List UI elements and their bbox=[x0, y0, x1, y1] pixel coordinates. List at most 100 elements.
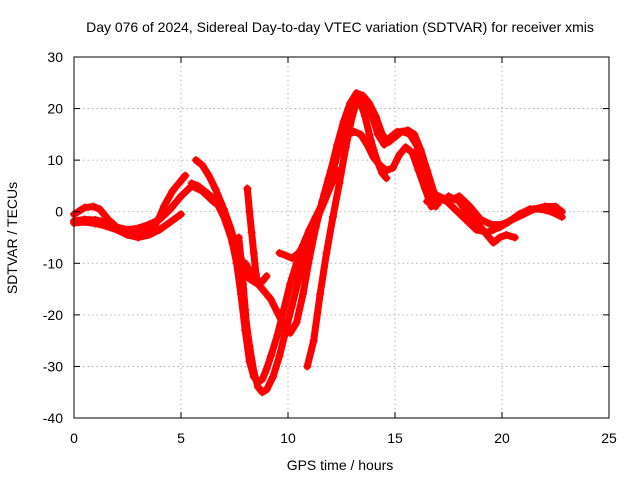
data-point-marker bbox=[301, 238, 310, 247]
data-point-marker bbox=[226, 230, 235, 239]
data-point-marker bbox=[431, 202, 440, 211]
y-axis-label: SDTVAR / TECUs bbox=[4, 182, 20, 294]
x-tick-label: 0 bbox=[70, 430, 78, 446]
data-point-marker bbox=[348, 112, 357, 121]
data-point-marker bbox=[547, 207, 556, 216]
data-point-marker bbox=[309, 336, 318, 345]
data-point-marker bbox=[262, 365, 271, 374]
data-point-marker bbox=[251, 269, 260, 278]
data-point-marker bbox=[373, 130, 382, 139]
data-point-marker bbox=[382, 174, 391, 183]
series-trace bbox=[275, 166, 341, 262]
data-point-marker bbox=[249, 248, 258, 257]
data-point-marker bbox=[504, 218, 513, 227]
data-point-marker bbox=[510, 233, 519, 242]
data-point-marker bbox=[279, 305, 288, 314]
data-point-marker bbox=[151, 220, 160, 229]
data-point-marker bbox=[187, 179, 196, 188]
data-point-marker bbox=[450, 205, 459, 214]
data-point-marker bbox=[262, 385, 271, 394]
x-tick-label: 10 bbox=[280, 430, 296, 446]
data-point-marker bbox=[254, 383, 263, 392]
data-point-marker bbox=[211, 184, 220, 193]
data-point-marker bbox=[200, 187, 209, 196]
data-point-marker bbox=[388, 163, 397, 172]
data-point-marker bbox=[423, 197, 432, 206]
plot-frame bbox=[73, 56, 610, 419]
data-point-marker bbox=[335, 179, 344, 188]
data-point-marker bbox=[219, 212, 228, 221]
data-point-marker bbox=[408, 148, 417, 157]
data-point-marker bbox=[331, 153, 340, 162]
data-point-marker bbox=[395, 150, 404, 159]
x-axis-label: GPS time / hours bbox=[287, 457, 394, 473]
data-series-track-13 bbox=[275, 166, 342, 263]
data-point-marker bbox=[495, 223, 504, 232]
data-point-marker bbox=[260, 287, 269, 296]
data-point-marker bbox=[465, 202, 474, 211]
data-point-marker bbox=[551, 202, 560, 211]
data-point-marker bbox=[363, 140, 372, 149]
data-point-marker bbox=[292, 259, 301, 268]
data-point-marker bbox=[249, 367, 258, 376]
data-point-marker bbox=[307, 225, 316, 234]
data-point-marker bbox=[294, 274, 303, 283]
y-tick-label: -20 bbox=[43, 307, 63, 323]
data-point-marker bbox=[134, 233, 143, 242]
data-point-marker bbox=[213, 199, 222, 208]
data-point-marker bbox=[557, 212, 566, 221]
data-point-marker bbox=[155, 225, 164, 234]
data-point-marker bbox=[489, 238, 498, 247]
data-point-marker bbox=[294, 248, 303, 257]
data-point-marker bbox=[266, 352, 275, 361]
data-point-marker bbox=[275, 248, 284, 257]
y-tick-label: 10 bbox=[47, 152, 63, 168]
data-point-marker bbox=[194, 181, 203, 190]
series-trace bbox=[241, 128, 435, 337]
data-point-marker bbox=[525, 205, 534, 214]
data-point-marker bbox=[279, 321, 288, 330]
data-point-marker bbox=[273, 331, 282, 340]
data-point-marker bbox=[258, 375, 267, 384]
data-point-marker bbox=[412, 140, 421, 149]
data-point-marker bbox=[465, 212, 474, 221]
data-point-marker bbox=[339, 117, 348, 126]
data-point-marker bbox=[234, 233, 243, 242]
y-tick-label: -40 bbox=[43, 410, 63, 426]
data-point-marker bbox=[399, 127, 408, 136]
data-point-marker bbox=[292, 318, 301, 327]
data-point-marker bbox=[303, 362, 312, 371]
data-point-marker bbox=[80, 218, 89, 227]
data-point-marker bbox=[333, 166, 342, 175]
data-point-marker bbox=[236, 254, 245, 263]
data-point-marker bbox=[380, 140, 389, 149]
data-point-marker bbox=[515, 210, 524, 219]
data-point-marker bbox=[382, 166, 391, 175]
data-point-marker bbox=[476, 223, 485, 232]
data-point-marker bbox=[155, 212, 164, 221]
y-tick-label: -30 bbox=[43, 358, 63, 374]
data-series-track-9 bbox=[429, 189, 566, 237]
data-point-marker bbox=[367, 109, 376, 118]
series-trace bbox=[192, 97, 390, 386]
series-layer bbox=[70, 89, 566, 397]
data-point-marker bbox=[112, 225, 121, 234]
data-point-marker bbox=[181, 171, 190, 180]
data-point-marker bbox=[313, 212, 322, 221]
data-series-track-12 bbox=[243, 184, 265, 291]
data-point-marker bbox=[243, 184, 252, 193]
data-point-marker bbox=[177, 176, 185, 185]
series-trace bbox=[70, 172, 189, 237]
grid-layer bbox=[74, 57, 609, 418]
data-point-marker bbox=[262, 272, 271, 281]
data-point-marker bbox=[239, 279, 248, 288]
data-point-marker bbox=[177, 210, 185, 219]
data-point-marker bbox=[414, 166, 423, 175]
data-point-marker bbox=[483, 230, 492, 239]
data-point-marker bbox=[164, 194, 173, 203]
data-point-marker bbox=[245, 346, 254, 355]
data-point-marker bbox=[305, 254, 314, 263]
data-point-marker bbox=[256, 282, 265, 291]
data-point-marker bbox=[476, 215, 485, 224]
